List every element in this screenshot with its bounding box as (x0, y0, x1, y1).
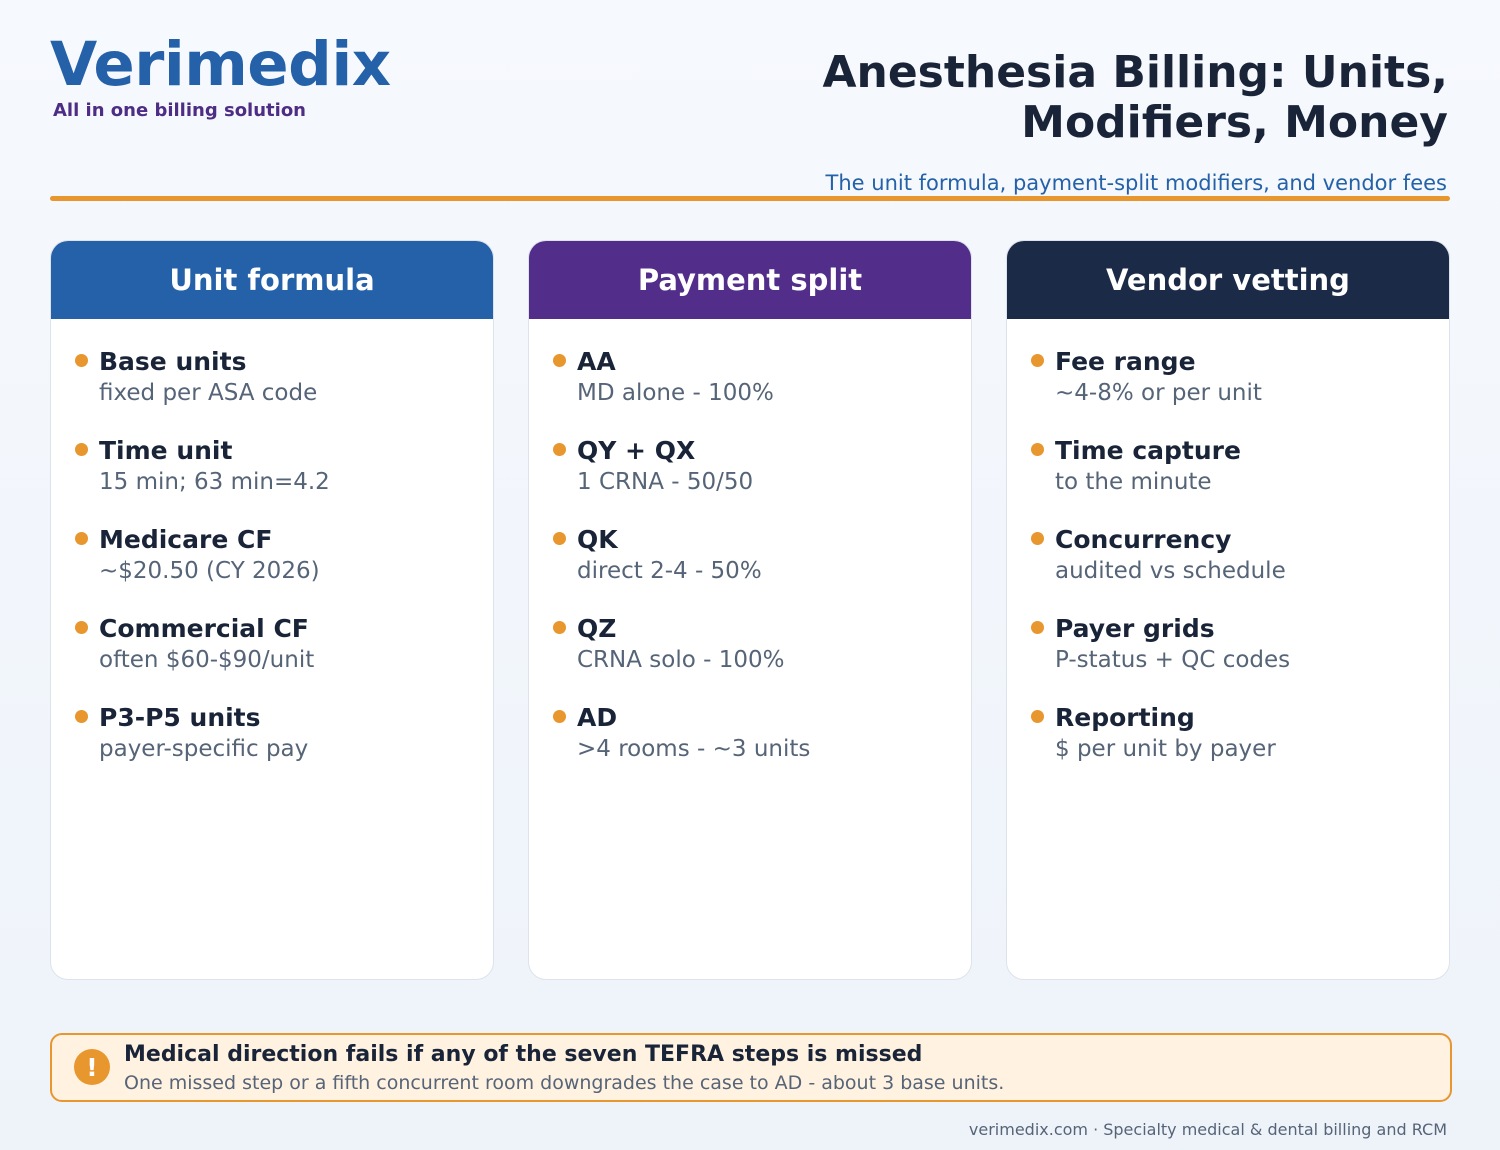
bullet-dot-icon (75, 443, 88, 456)
item-label: Commercial CF (99, 614, 309, 643)
card-payment-split: Payment split AA MD alone - 100% QY + QX… (528, 240, 972, 980)
item-label: P3-P5 units (99, 703, 261, 732)
list-item: Base units fixed per ASA code (75, 347, 469, 409)
list-item: AD >4 rooms - ~3 units (553, 703, 947, 765)
callout-text: One missed step or a fifth concurrent ro… (124, 1072, 1005, 1094)
bullet-dot-icon (553, 532, 566, 545)
item-description: ~4-8% or per unit (1055, 380, 1262, 406)
bullet-dot-icon (1031, 621, 1044, 634)
page-title: Anesthesia Billing: Units, Modifiers, Mo… (822, 48, 1448, 148)
list-item: QK direct 2-4 - 50% (553, 525, 947, 587)
item-description: >4 rooms - ~3 units (577, 736, 811, 762)
item-description: 15 min; 63 min=4.2 (99, 469, 330, 495)
bullet-dot-icon (75, 532, 88, 545)
list-item: QY + QX 1 CRNA - 50/50 (553, 436, 947, 498)
item-label: QZ (577, 614, 617, 643)
item-description: to the minute (1055, 469, 1212, 495)
page-title-line-1: Anesthesia Billing: Units, (822, 47, 1448, 98)
list-item: Fee range ~4-8% or per unit (1031, 347, 1425, 409)
item-label: Medicare CF (99, 525, 273, 554)
item-label: Fee range (1055, 347, 1196, 376)
bullet-dot-icon (75, 354, 88, 367)
bullet-dot-icon (75, 621, 88, 634)
page-title-line-2: Modifiers, Money (1021, 97, 1448, 148)
item-description: payer-specific pay (99, 736, 309, 762)
bullet-dot-icon (1031, 710, 1044, 723)
bullet-dot-icon (553, 354, 566, 367)
list-item: AA MD alone - 100% (553, 347, 947, 409)
item-label: Time capture (1055, 436, 1241, 465)
item-label: QK (577, 525, 618, 554)
card-vendor-vetting: Vendor vetting Fee range ~4-8% or per un… (1006, 240, 1450, 980)
header-divider (50, 196, 1450, 201)
item-description: often $60-$90/unit (99, 647, 315, 673)
list-item: Time capture to the minute (1031, 436, 1425, 498)
item-label: AD (577, 703, 618, 732)
bullet-dot-icon (553, 621, 566, 634)
item-description: ~$20.50 (CY 2026) (99, 558, 320, 584)
item-description: fixed per ASA code (99, 380, 318, 406)
callout-title: Medical direction fails if any of the se… (124, 1042, 923, 1067)
card-title: Payment split (529, 241, 971, 319)
list-item: QZ CRNA solo - 100% (553, 614, 947, 676)
brand: Verimedix All in one billing solution (50, 29, 391, 122)
item-label: Time unit (99, 436, 233, 465)
warning-callout: ! Medical direction fails if any of the … (50, 1033, 1452, 1102)
list-item: Concurrency audited vs schedule (1031, 525, 1425, 587)
list-item: Payer grids P-status + QC codes (1031, 614, 1425, 676)
item-label: AA (577, 347, 616, 376)
item-description: $ per unit by payer (1055, 736, 1276, 762)
card-title: Unit formula (51, 241, 493, 319)
item-description: MD alone - 100% (577, 380, 774, 406)
brand-logo-text: Verimedix (50, 29, 391, 100)
page-subtitle: The unit formula, payment-split modifier… (825, 171, 1447, 195)
item-description: audited vs schedule (1055, 558, 1286, 584)
list-item: Reporting $ per unit by payer (1031, 703, 1425, 765)
list-item: Medicare CF ~$20.50 (CY 2026) (75, 525, 469, 587)
bullet-dot-icon (1031, 532, 1044, 545)
brand-tagline: All in one billing solution (53, 100, 306, 121)
bullet-dot-icon (1031, 354, 1044, 367)
item-label: Base units (99, 347, 247, 376)
card-unit-formula: Unit formula Base units fixed per ASA co… (50, 240, 494, 980)
item-label: Reporting (1055, 703, 1195, 732)
item-label: Payer grids (1055, 614, 1215, 643)
bullet-dot-icon (553, 710, 566, 723)
footer-text: verimedix.com · Specialty medical & dent… (968, 1120, 1447, 1139)
list-item: P3-P5 units payer-specific pay (75, 703, 469, 765)
exclamation-icon: ! (74, 1049, 110, 1085)
list-item: Time unit 15 min; 63 min=4.2 (75, 436, 469, 498)
list-item: Commercial CF often $60-$90/unit (75, 614, 469, 676)
item-label: Concurrency (1055, 525, 1232, 554)
bullet-dot-icon (553, 443, 566, 456)
bullet-dot-icon (1031, 443, 1044, 456)
item-description: 1 CRNA - 50/50 (577, 469, 754, 495)
item-description: CRNA solo - 100% (577, 647, 785, 673)
item-label: QY + QX (577, 436, 696, 465)
card-title: Vendor vetting (1007, 241, 1449, 319)
bullet-dot-icon (75, 710, 88, 723)
item-description: P-status + QC codes (1055, 647, 1291, 673)
item-description: direct 2-4 - 50% (577, 558, 762, 584)
